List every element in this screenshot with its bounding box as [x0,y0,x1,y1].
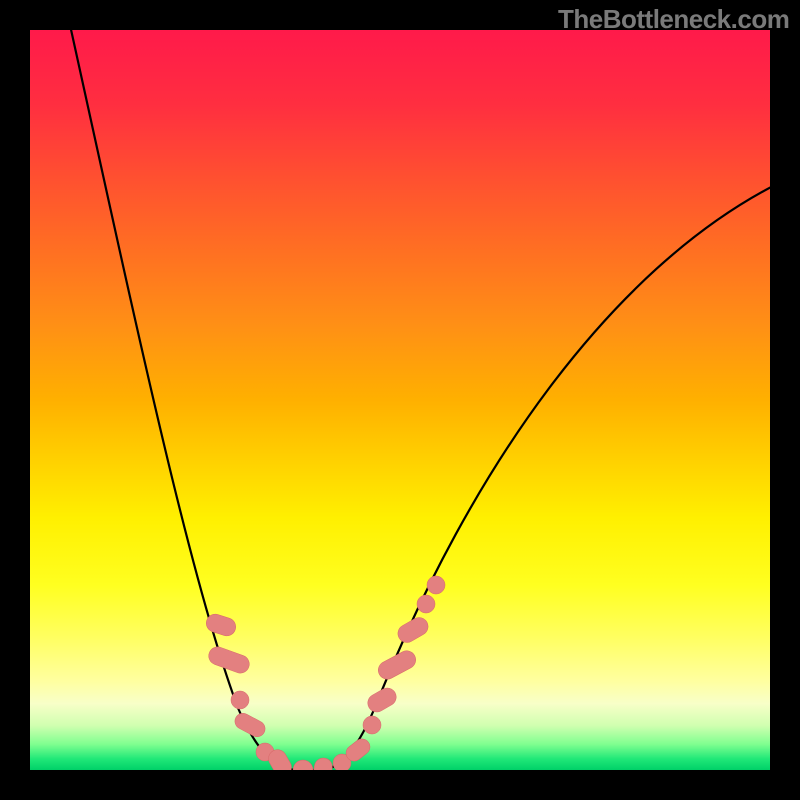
bottleneck-chart [0,0,800,800]
data-point [363,716,381,734]
data-point [427,576,445,594]
watermark-text: TheBottleneck.com [558,4,789,35]
data-point [231,691,249,709]
data-point [417,595,435,613]
